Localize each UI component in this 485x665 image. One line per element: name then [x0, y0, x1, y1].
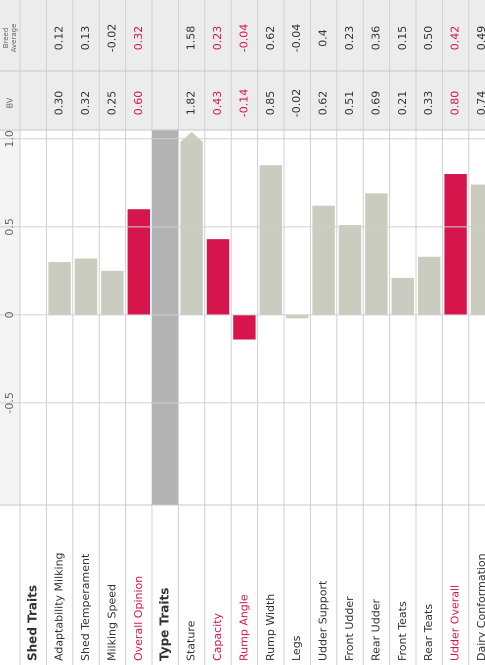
bv-value: 0.62 [317, 91, 330, 116]
breed-value: 0.4 [317, 29, 330, 47]
trait-name: Capacity [211, 612, 224, 661]
bv-value: 0.33 [422, 91, 435, 116]
bv-value: 0.43 [211, 91, 224, 116]
bar [180, 132, 203, 315]
bar [286, 314, 309, 319]
section-title: Shed Traits [26, 585, 40, 661]
header-bg [0, 130, 20, 505]
x-tick-label: 0.5 [3, 218, 16, 236]
trait-name: Rear Teats [422, 604, 435, 661]
bar [74, 258, 98, 315]
bv-value: 0.21 [396, 91, 409, 116]
bv-value: 1.82 [185, 91, 198, 116]
trait-name: Front Udder [343, 596, 356, 661]
trait-name: Overall Opinion [132, 576, 145, 661]
breed-header: BreedAverage [2, 24, 18, 53]
trait-name: Udder Overall [449, 585, 462, 661]
trait-name: Stature [185, 620, 198, 661]
breed-value: 0.23 [343, 26, 356, 51]
breed-value: 0.49 [475, 26, 485, 51]
trait-name: Front Teats [396, 601, 409, 661]
bar [418, 256, 441, 315]
bar [312, 205, 335, 315]
bar [338, 225, 362, 315]
bv-value: 0.30 [53, 91, 66, 116]
breed-value: 0.62 [264, 26, 277, 51]
trait-name: Rear Udder [369, 599, 382, 661]
bar [127, 209, 150, 315]
breed-value: 0.50 [422, 26, 435, 51]
bv-value: 0.80 [449, 91, 462, 116]
bv-header: BV [6, 97, 15, 108]
breed-value: 1.58 [185, 26, 198, 51]
bar [365, 193, 388, 315]
breed-value: 0.12 [53, 26, 66, 51]
bv-value: 0.69 [369, 91, 382, 116]
value-column-bg [0, 0, 485, 130]
bar [259, 165, 283, 315]
breed-value: 0.32 [132, 26, 145, 51]
trait-name: Udder Support [317, 580, 330, 661]
trait-name: Rump Width [264, 594, 277, 661]
trait-name: Legs [290, 635, 303, 661]
trait-name: Dairy Conformation [475, 553, 485, 661]
breed-value: 0.13 [79, 26, 92, 51]
bar [206, 239, 230, 315]
breed-value: 0.15 [396, 26, 409, 51]
bv-value: 0.85 [264, 91, 277, 116]
bv-value: 0.32 [79, 91, 92, 116]
bar [444, 174, 467, 315]
bar [470, 184, 485, 315]
bv-value: 0.25 [105, 91, 118, 116]
bv-value: 0.74 [475, 91, 485, 116]
x-tick-label: -0.5 [3, 392, 16, 413]
trait-name: Milking Speed [105, 584, 118, 661]
breed-header-line: Average [10, 24, 18, 53]
trait-name: Adaptability Milking [53, 552, 66, 661]
bar [101, 270, 124, 315]
breed-value: 0.36 [369, 26, 382, 51]
bar [233, 314, 256, 340]
breed-header-line: Breed [2, 28, 10, 49]
breed-value: 0.42 [449, 26, 462, 51]
section-title: Type Traits [158, 588, 172, 661]
breed-value: -0.04 [237, 24, 250, 52]
bv-value: 0.60 [132, 91, 145, 116]
breed-value: 0.23 [211, 26, 224, 51]
bar [391, 277, 415, 315]
x-tick-label: 1.0 [3, 130, 16, 148]
section-band [152, 130, 179, 505]
bv-value: -0.14 [237, 89, 250, 117]
breed-value: -0.04 [290, 24, 303, 52]
x-tick-label: 0 [3, 311, 16, 318]
trait-name: Shed Temperament [79, 553, 92, 661]
trait-name: Rump Angle [237, 594, 250, 661]
bv-value: -0.02 [290, 89, 303, 117]
bar [48, 262, 71, 315]
bv-value: 0.51 [343, 91, 356, 116]
breed-value: -0.02 [105, 24, 118, 52]
